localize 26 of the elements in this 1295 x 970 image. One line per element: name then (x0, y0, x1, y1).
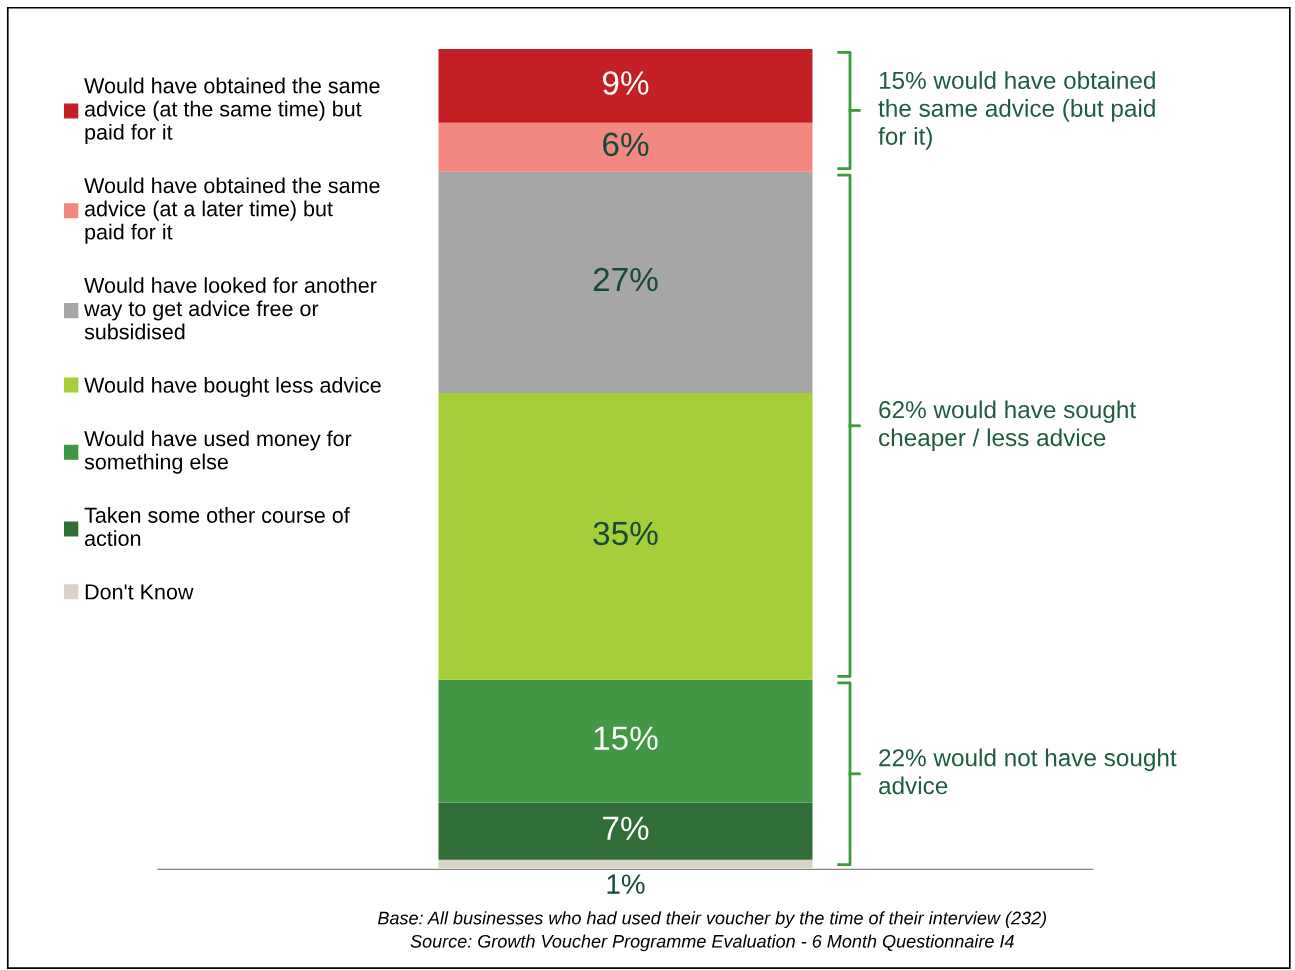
text: Base: All businesses who had used their voucher by the time of their interview (232) (377, 911, 1047, 928)
legend-label: Would have obtained the same advice (at the same time) but paid for it (84, 77, 380, 145)
bar (438, 392, 813, 680)
legend-label: Would have looked for another way to get advice free or subsidised (84, 277, 377, 340)
legend-label: Would have bought less advice (84, 377, 381, 398)
data-label: 15% (594, 726, 658, 750)
data-label: 35% (593, 521, 658, 546)
data-label: 1% (607, 874, 645, 894)
legend-label: Would have used money for something else (84, 430, 352, 474)
bar (438, 171, 813, 393)
bar (438, 49, 813, 123)
bar (438, 679, 813, 803)
bar (438, 802, 813, 860)
data-label: 6% (603, 132, 649, 157)
text: 62% would have sought cheaper / less advice (879, 400, 1136, 452)
bar (438, 859, 813, 868)
data-label: 27% (593, 267, 658, 292)
source-note: Source: Growth Voucher Programme Evaluation - 6 Month Questionnaire I4 (410, 934, 1014, 952)
text: 15% would have obtained the same advice (but paid for it) (878, 71, 1155, 150)
legend-label: Taken some other course of action (84, 507, 350, 547)
legend-label: Would have obtained the same advice (at a later time) but paid for it (84, 177, 380, 244)
bar (438, 122, 813, 172)
data-label: 7% (603, 816, 649, 840)
text: 22% would not have sought advice (879, 748, 1177, 795)
legend-label: Don't Know (85, 584, 194, 600)
data-label: 9% (602, 71, 649, 95)
